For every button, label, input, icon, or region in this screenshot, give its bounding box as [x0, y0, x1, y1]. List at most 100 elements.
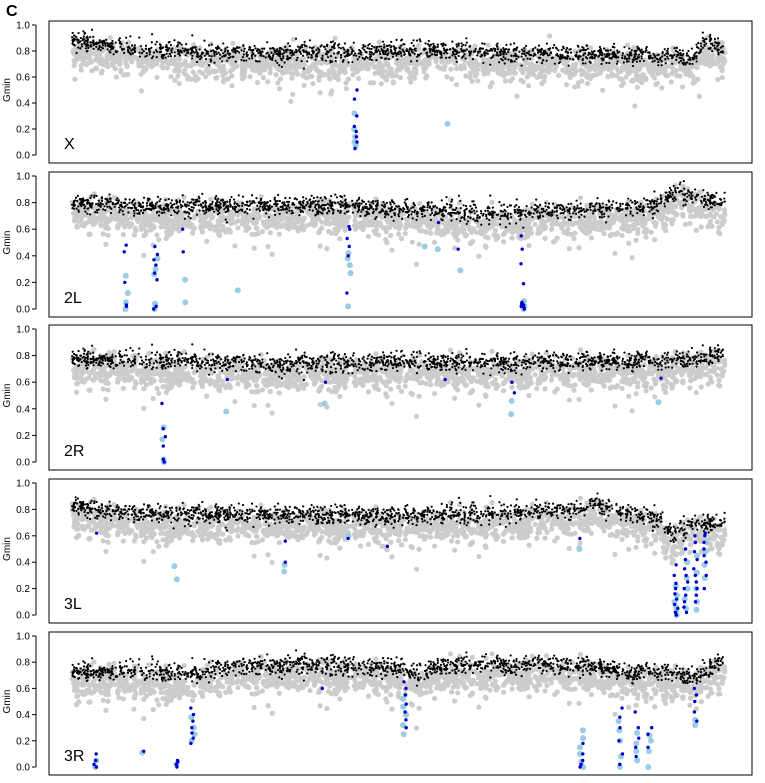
black-point	[218, 211, 221, 215]
gray-point	[343, 86, 349, 92]
black-point	[390, 40, 393, 43]
scatter-panels: 0.00.20.40.60.81.0GminX0.00.20.40.60.81.…	[2, 20, 753, 776]
gray-point	[535, 65, 541, 71]
gray-point	[199, 70, 205, 76]
black-point	[718, 42, 721, 45]
black-point	[684, 63, 687, 66]
black-point	[585, 44, 588, 47]
black-point	[523, 213, 527, 217]
gray-point	[576, 213, 582, 219]
black-point	[342, 46, 345, 49]
gray-point	[339, 63, 345, 69]
gray-point	[616, 68, 623, 75]
black-point	[284, 45, 287, 49]
black-point	[305, 197, 308, 200]
gray-point	[115, 223, 122, 229]
black-point	[474, 47, 477, 51]
black-point	[295, 59, 298, 62]
black-point	[332, 46, 335, 49]
gray-point	[337, 236, 343, 242]
black-point	[169, 54, 172, 58]
black-point	[117, 39, 120, 42]
black-point	[638, 60, 642, 63]
black-point	[568, 212, 571, 215]
gray-point	[433, 216, 439, 222]
black-point	[82, 30, 85, 33]
black-point	[284, 48, 288, 52]
black-point	[245, 59, 248, 62]
black-point	[278, 55, 281, 58]
gray-point	[590, 63, 596, 69]
black-point	[424, 42, 427, 45]
black-point	[245, 55, 249, 58]
gray-point	[721, 217, 727, 223]
gray-point	[342, 216, 348, 223]
gray-point	[476, 253, 482, 259]
black-point	[536, 51, 540, 54]
gray-point	[469, 238, 476, 244]
black-point	[85, 50, 88, 53]
gray-point	[265, 243, 271, 250]
black-point	[683, 61, 686, 64]
black-point	[314, 58, 317, 61]
black-point	[221, 60, 224, 63]
gray-point	[538, 73, 544, 80]
black-point	[409, 54, 412, 57]
gray-point	[247, 74, 253, 80]
gray-point	[600, 87, 606, 93]
y-tick-label: 0.2	[16, 125, 30, 136]
black-point	[118, 37, 121, 40]
black-point	[504, 57, 507, 61]
black-point	[109, 48, 112, 51]
gray-point	[413, 261, 420, 267]
gray-point	[318, 69, 324, 75]
black-point	[133, 48, 136, 52]
y-tick-label: 1.0	[16, 172, 30, 183]
black-point	[208, 54, 211, 57]
black-point	[286, 48, 289, 51]
gray-point	[613, 231, 619, 237]
black-point	[602, 47, 606, 50]
gray-point	[581, 228, 587, 234]
black-point	[98, 39, 101, 42]
black-point	[661, 55, 664, 58]
gray-point	[588, 235, 594, 241]
black-point	[242, 50, 245, 53]
black-point	[656, 54, 659, 57]
black-point	[85, 36, 88, 39]
black-point	[378, 50, 381, 53]
gray-point	[635, 230, 641, 237]
black-point	[306, 60, 309, 63]
gray-point	[99, 68, 105, 74]
black-point	[464, 57, 467, 60]
black-point	[150, 41, 153, 44]
gray-point	[388, 69, 394, 76]
black-point	[195, 48, 198, 51]
black-point	[321, 203, 324, 207]
gray-point	[548, 226, 555, 232]
gray-point	[383, 237, 389, 243]
black-point	[294, 37, 298, 40]
black-point	[617, 56, 620, 59]
gray-point	[653, 81, 659, 88]
black-point	[379, 52, 382, 56]
black-point	[711, 49, 714, 53]
black-point	[266, 41, 269, 44]
black-point	[611, 51, 615, 54]
black-point	[213, 52, 216, 56]
black-point	[499, 53, 502, 57]
black-point	[173, 54, 176, 58]
gray-point	[100, 231, 106, 237]
black-point	[188, 207, 191, 211]
black-point	[697, 52, 700, 55]
black-point	[195, 60, 199, 64]
black-point	[694, 52, 697, 55]
black-point	[155, 50, 159, 53]
gray-point	[452, 245, 458, 251]
black-point	[475, 210, 478, 213]
black-point	[377, 49, 380, 52]
black-point	[515, 47, 518, 50]
gray-point	[120, 231, 126, 238]
black-point	[131, 52, 135, 55]
gray-point	[303, 223, 309, 229]
